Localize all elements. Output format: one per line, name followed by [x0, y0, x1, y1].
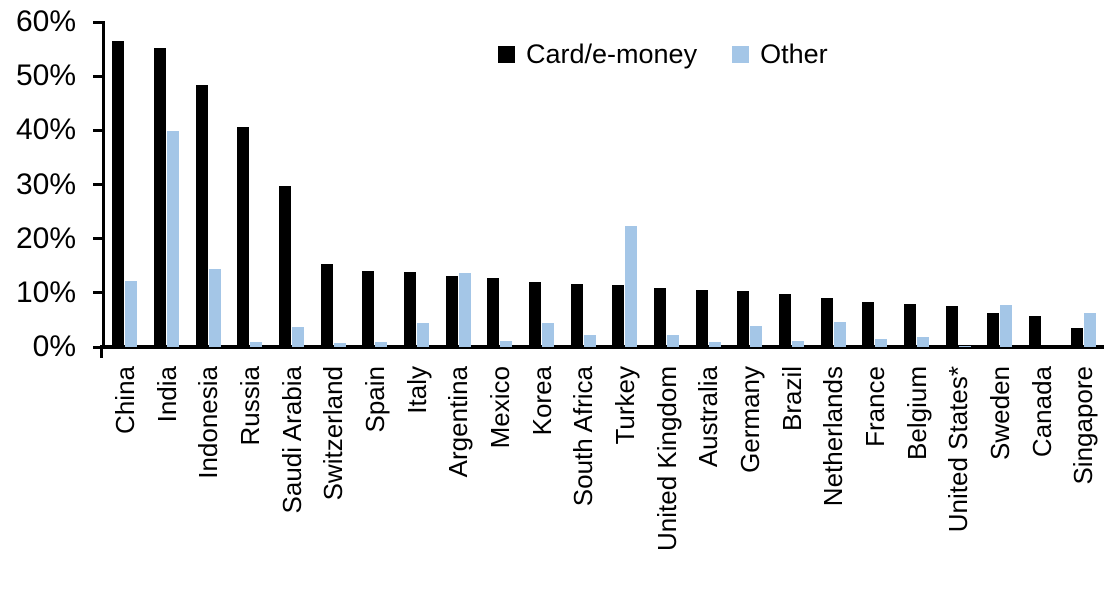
bar-other-belgium — [917, 337, 929, 348]
bar-card-e-money-belgium — [904, 304, 916, 347]
bar-other-sweden — [1000, 304, 1013, 348]
y-axis-tick — [93, 237, 104, 241]
bar-other-mexico — [500, 340, 513, 347]
bar-card-e-money-indonesia — [195, 84, 208, 347]
bar-card-e-money-germany — [737, 290, 750, 347]
bar-other-brazil — [792, 341, 804, 347]
bar-card-e-money-argentina — [445, 275, 458, 347]
legend: Card/e-money Other — [498, 40, 828, 68]
x-axis-label-saudi-arabia: Saudi Arabia — [276, 366, 307, 514]
legend-item-other: Other — [732, 40, 828, 68]
x-axis-label-russia: Russia — [234, 366, 265, 446]
legend-label-card-e-money: Card/e-money — [526, 39, 698, 69]
bar-other-italy — [417, 323, 429, 347]
bar-other-germany — [750, 325, 763, 347]
bar-other-saudi-arabia — [292, 327, 304, 347]
bar-other-argentina — [458, 273, 471, 347]
x-axis-label-spain: Spain — [359, 366, 390, 433]
bar-card-e-money-mexico — [487, 277, 500, 347]
bar-other-russia — [250, 342, 263, 347]
x-axis-label-argentina: Argentina — [443, 366, 474, 478]
x-axis-line — [100, 345, 1104, 349]
bar-card-e-money-india — [154, 48, 166, 347]
x-axis-label-united-states: United States* — [943, 366, 974, 533]
x-axis-label-netherlands: Netherlands — [818, 366, 849, 507]
bar-other-united-states — [958, 345, 971, 347]
legend-item-card-e-money: Card/e-money — [498, 40, 697, 68]
x-axis-label-singapore: Singapore — [1068, 366, 1099, 485]
y-axis-tick-label: 30% — [15, 167, 76, 201]
y-axis-tick-label: 10% — [15, 275, 76, 309]
bar-other-france — [875, 339, 888, 347]
y-axis-tick — [93, 128, 104, 132]
x-axis-label-italy: Italy — [401, 366, 432, 414]
legend-swatch-card-e-money — [498, 45, 515, 63]
y-axis-tick-label: 60% — [15, 5, 76, 38]
x-axis-label-sweden: Sweden — [984, 366, 1015, 460]
x-axis-label-brazil: Brazil — [776, 366, 807, 432]
bar-card-e-money-united-states — [945, 305, 958, 347]
bar-card-e-money-south-africa — [570, 284, 583, 347]
x-axis-label-turkey: Turkey — [609, 366, 640, 445]
y-axis-tick — [93, 183, 104, 186]
y-axis-tick-label: 0% — [32, 330, 76, 363]
y-axis-tick — [93, 74, 104, 78]
bar-card-e-money-canada — [1029, 316, 1041, 347]
bar-other-spain — [375, 342, 388, 347]
bar-card-e-money-korea — [529, 282, 541, 347]
x-axis-label-australia: Australia — [693, 366, 724, 468]
x-axis-label-indonesia: Indonesia — [193, 366, 224, 479]
x-axis-label-united-kingdom: United Kingdom — [651, 366, 682, 551]
y-axis-tick — [93, 345, 104, 349]
bar-card-e-money-china — [112, 41, 125, 347]
bar-other-turkey — [625, 225, 638, 347]
y-axis-tick — [93, 291, 104, 295]
x-axis-label-france: France — [859, 366, 890, 447]
bar-card-e-money-switzerland — [320, 263, 333, 347]
bar-card-e-money-netherlands — [820, 298, 833, 348]
bar-card-e-money-singapore — [1070, 327, 1083, 347]
bar-card-e-money-france — [862, 301, 875, 347]
y-axis-tick — [93, 20, 104, 24]
y-axis-tick-label: 20% — [15, 221, 76, 255]
x-axis-label-mexico: Mexico — [484, 366, 515, 449]
bar-other-indonesia — [208, 269, 221, 347]
bar-card-e-money-italy — [404, 271, 416, 347]
bar-card-e-money-sweden — [987, 313, 1000, 347]
bar-card-e-money-united-kingdom — [654, 288, 666, 347]
bar-other-south-africa — [583, 335, 596, 347]
x-axis-label-korea: Korea — [526, 366, 557, 436]
x-axis-label-china: China — [109, 366, 140, 434]
x-axis-label-belgium: Belgium — [901, 366, 932, 460]
bar-card-e-money-spain — [362, 270, 375, 347]
x-axis-label-south-africa: South Africa — [568, 366, 599, 507]
legend-label-other: Other — [760, 39, 828, 69]
y-axis-tick-label: 40% — [15, 113, 76, 147]
y-axis-tick-label: 50% — [15, 59, 76, 93]
x-axis-start-tick — [100, 349, 103, 358]
bar-other-netherlands — [833, 322, 846, 347]
bar-other-india — [167, 131, 179, 347]
bar-other-singapore — [1083, 312, 1096, 347]
bar-other-united-kingdom — [667, 334, 679, 347]
x-axis-label-canada: Canada — [1026, 366, 1057, 458]
bar-card-e-money-brazil — [779, 293, 791, 347]
x-axis-label-india: India — [151, 366, 182, 423]
bar-other-korea — [542, 323, 554, 347]
bar-other-australia — [708, 341, 721, 347]
bar-card-e-money-russia — [237, 127, 250, 347]
legend-swatch-other — [732, 45, 750, 63]
bar-other-switzerland — [333, 343, 346, 347]
bar-other-china — [125, 280, 138, 347]
bar-card-e-money-saudi-arabia — [279, 185, 291, 347]
x-axis-label-switzerland: Switzerland — [318, 366, 349, 501]
bar-card-e-money-turkey — [612, 284, 625, 347]
bar-card-e-money-australia — [695, 289, 708, 347]
x-axis-label-germany: Germany — [734, 366, 765, 473]
